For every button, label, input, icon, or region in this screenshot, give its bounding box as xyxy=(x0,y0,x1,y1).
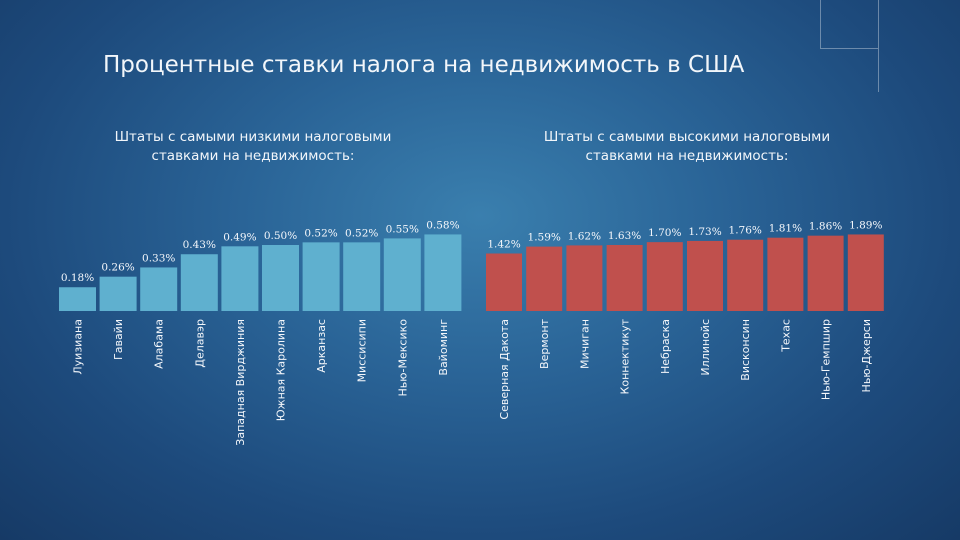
data-label: 1.59% xyxy=(528,232,561,244)
data-label: 0.18% xyxy=(61,272,94,284)
bar xyxy=(847,234,884,311)
data-label: 0.58% xyxy=(426,219,459,231)
category-label: Техас xyxy=(779,319,792,353)
category-label: Луизиана xyxy=(72,319,85,375)
category-label: Нью-Гемпшир xyxy=(820,319,833,400)
category-label: Иллинойс xyxy=(699,319,712,376)
bar xyxy=(727,239,764,311)
category-label: Западная Вирджиния xyxy=(234,319,247,446)
category-label: Южная Каролина xyxy=(275,319,288,421)
bar xyxy=(767,237,804,311)
category-label: Северная Дакота xyxy=(498,319,511,420)
bar xyxy=(99,276,137,311)
high-tax-chart: 1.42% Северная Дакота 1.59% Вермонт 1.62% Мич… xyxy=(486,219,884,420)
bar xyxy=(526,246,563,311)
bar xyxy=(486,253,522,311)
bar xyxy=(646,242,683,311)
category-label: Миссисипи xyxy=(356,319,369,382)
data-label: 0.52% xyxy=(345,227,378,239)
bar xyxy=(262,245,299,311)
low-tax-chart: 0.18% Луизиана 0.26% Гавайи 0.33% Алабама 0.43… xyxy=(59,219,462,446)
data-label: 1.70% xyxy=(648,227,681,239)
data-label: 1.73% xyxy=(688,226,721,238)
bar xyxy=(59,287,96,311)
data-label: 0.55% xyxy=(386,223,419,235)
bar xyxy=(221,246,259,311)
category-label: Висконсин xyxy=(739,319,752,381)
bar xyxy=(424,234,462,311)
bar xyxy=(687,240,723,311)
data-label: 1.42% xyxy=(487,238,520,250)
data-label: 0.26% xyxy=(101,262,134,274)
data-label: 1.81% xyxy=(769,223,802,235)
category-label: Небраска xyxy=(659,319,672,374)
data-label: 1.89% xyxy=(849,219,882,231)
corner-decoration xyxy=(820,48,878,49)
data-label: 0.43% xyxy=(183,239,216,251)
data-label: 0.52% xyxy=(304,227,337,239)
bar xyxy=(302,242,340,311)
data-label: 1.86% xyxy=(809,221,842,233)
category-label: Делавэр xyxy=(193,319,206,368)
high-chart-subtitle: Штаты с самыми высокими налоговыми ставк… xyxy=(543,129,831,164)
category-label: Коннектикут xyxy=(619,318,632,394)
category-label: Вайоминг xyxy=(437,319,450,376)
category-label: Арканзас xyxy=(315,319,328,373)
category-label: Гавайи xyxy=(112,319,125,360)
bar xyxy=(383,238,421,311)
category-label: Алабама xyxy=(153,319,166,369)
bar xyxy=(140,267,178,311)
slide-title: Процентные ставки налога на недвижимость… xyxy=(103,52,745,78)
bar xyxy=(606,244,643,311)
category-label: Мичиган xyxy=(578,319,591,369)
low-chart-subtitle: Штаты с самыми низкими налоговыми ставка… xyxy=(114,129,392,164)
data-label: 1.63% xyxy=(608,230,641,242)
corner-decoration xyxy=(878,0,879,92)
data-label: 1.62% xyxy=(568,230,601,242)
corner-decoration xyxy=(820,0,821,48)
data-label: 0.33% xyxy=(142,252,175,264)
data-label: 0.49% xyxy=(223,231,256,243)
data-label: 1.76% xyxy=(729,225,762,237)
bar xyxy=(180,254,218,311)
data-label: 0.50% xyxy=(264,230,297,242)
bar xyxy=(807,235,844,311)
category-label: Нью-Джерси xyxy=(860,319,873,392)
category-label: Нью-Мексико xyxy=(396,319,409,397)
bar xyxy=(343,242,381,311)
bar xyxy=(566,245,603,311)
category-label: Вермонт xyxy=(538,318,551,369)
